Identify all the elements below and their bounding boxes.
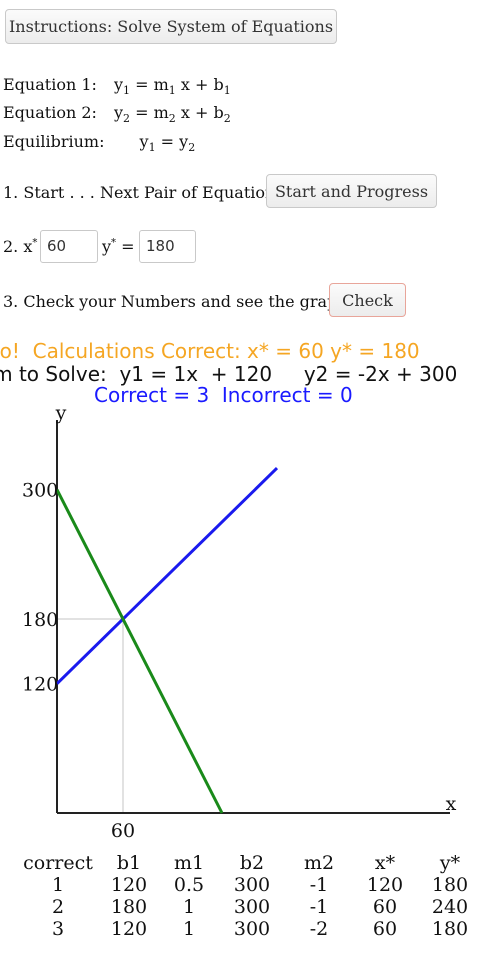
score-text: Correct = 3 Incorrect = 0	[94, 383, 353, 407]
table-cell: 180	[110, 896, 148, 918]
y-tick-label-180: 180	[22, 609, 58, 631]
y-axis-label: y	[55, 402, 67, 424]
table-cell: -1	[309, 896, 329, 918]
equation-2-formula: y2 = m2 x + b2	[114, 103, 231, 126]
system-to-solve: System to Solve: y1 = 1x + 120 y2 = -2x …	[0, 362, 458, 386]
table-cell: 240	[431, 896, 469, 918]
table-cell: 180	[431, 918, 469, 940]
results-table: correct b1 m1 b2 m2 x* y* 1 120 0.5 300 -1 120 180 2 1…	[18, 852, 482, 940]
equilibrium-label: Equilibrium:	[3, 132, 105, 151]
table-header-cell: m2	[303, 852, 335, 874]
step-2-row: 2. x*	[3, 237, 38, 256]
table-row: 3 120 1 300 -2 60 180	[18, 918, 482, 940]
x-star-input[interactable]: 60	[40, 230, 98, 263]
table-header-cell: y*	[439, 852, 461, 874]
table-cell: 300	[233, 896, 271, 918]
equilibrium-formula: y1 = y2	[139, 132, 196, 155]
table-cell: 180	[431, 874, 469, 896]
y-tick-label-300: 300	[22, 480, 58, 502]
table-cell: 60	[372, 896, 398, 918]
table-cell: -2	[309, 918, 329, 940]
series-line-1	[55, 467, 279, 685]
table-cell: 2	[51, 896, 65, 918]
table-header-row: correct b1 m1 b2 m2 x* y*	[18, 852, 482, 874]
equation-1-formula: y1 = m1 x + b1	[114, 75, 231, 98]
table-header-cell: b2	[239, 852, 265, 874]
step-1-label: 1. Start . . . Next Pair of Equations	[3, 183, 284, 202]
table-cell: 120	[110, 874, 148, 896]
table-cell: 60	[372, 918, 398, 940]
table-cell: 300	[233, 918, 271, 940]
table-row: 2 180 1 300 -1 60 240	[18, 896, 482, 918]
table-cell: 3	[51, 918, 65, 940]
equilibrium-row: Equilibrium: y1 = y2	[3, 132, 195, 154]
x-tick-label-60: 60	[111, 820, 135, 842]
table-cell: 1	[182, 896, 196, 918]
table-header-cell: correct	[23, 852, 93, 874]
table-cell: 1	[182, 918, 196, 940]
table-cell: 120	[366, 874, 404, 896]
check-button[interactable]: Check	[329, 283, 406, 317]
step-2-prefix: 2. x	[3, 237, 33, 256]
table-cell: 120	[110, 918, 148, 940]
equation-2-row: Equation 2: y2 = m2 x + b2	[3, 103, 231, 125]
table-row: 1 120 0.5 300 -1 120 180	[18, 874, 482, 896]
table-cell: 1	[51, 874, 65, 896]
equation-2-label: Equation 2:	[3, 103, 97, 122]
table-cell: 0.5	[173, 874, 205, 896]
table-cell: -1	[309, 874, 329, 896]
table-header-cell: x*	[374, 852, 396, 874]
table-cell: 300	[233, 874, 271, 896]
x-axis-label: x	[446, 793, 457, 815]
equation-1-row: Equation 1: y1 = m1 x + b1	[3, 75, 231, 97]
y-tick-label-120: 120	[22, 674, 58, 696]
y-star-input[interactable]: 180	[139, 230, 196, 263]
y-star-label-row: y* =	[102, 237, 135, 256]
series-line-2	[55, 488, 224, 814]
start-progress-button[interactable]: Start and Progress	[266, 174, 437, 208]
y-star-label: y	[102, 237, 112, 256]
equation-1-label: Equation 1:	[3, 75, 97, 94]
result-message: Bingo! Calculations Correct: x* = 60 y* …	[0, 339, 420, 363]
instructions-button[interactable]: Instructions: Solve System of Equations	[5, 9, 337, 44]
table-header-cell: m1	[173, 852, 205, 874]
step-3-label: 3. Check your Numbers and see the graph	[3, 292, 348, 311]
table-header-cell: b1	[116, 852, 142, 874]
